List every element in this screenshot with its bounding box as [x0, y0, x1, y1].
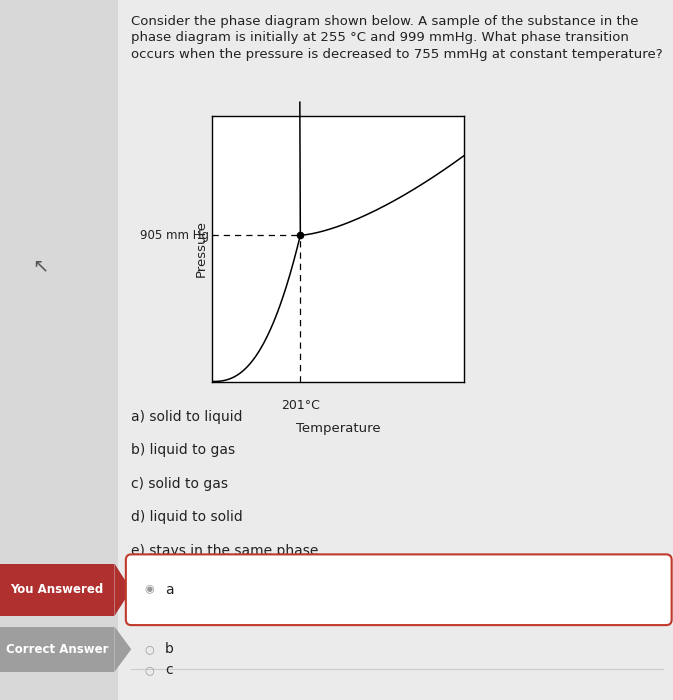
Text: a: a [165, 582, 174, 596]
Text: occurs when the pressure is decreased to 755 mmHg at constant temperature?: occurs when the pressure is decreased to… [131, 48, 663, 61]
Text: a) solid to liquid: a) solid to liquid [131, 410, 243, 424]
Text: ◉: ◉ [145, 584, 154, 595]
Text: Correct Answer: Correct Answer [6, 643, 108, 656]
Text: phase diagram is initially at 255 °C and 999 mmHg. What phase transition: phase diagram is initially at 255 °C and… [131, 32, 629, 45]
Text: d) liquid to solid: d) liquid to solid [131, 510, 243, 524]
Text: ○: ○ [145, 644, 154, 654]
Text: e) stays in the same phase: e) stays in the same phase [131, 544, 318, 558]
Text: b) liquid to gas: b) liquid to gas [131, 443, 236, 457]
Text: ↖: ↖ [32, 256, 48, 276]
Text: Temperature: Temperature [296, 422, 380, 435]
Text: ○: ○ [145, 665, 154, 676]
Text: b: b [165, 643, 174, 657]
Text: 201°C: 201°C [281, 399, 320, 412]
Text: 905 mm Hg: 905 mm Hg [139, 229, 209, 241]
Text: Consider the phase diagram shown below. A sample of the substance in the: Consider the phase diagram shown below. … [131, 15, 639, 29]
Text: c) solid to gas: c) solid to gas [131, 477, 228, 491]
Text: c: c [165, 664, 172, 678]
Text: You Answered: You Answered [11, 583, 104, 596]
Y-axis label: Pressure: Pressure [194, 220, 208, 277]
